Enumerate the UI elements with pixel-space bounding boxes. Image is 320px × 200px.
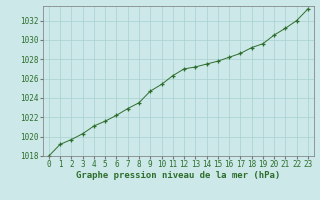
X-axis label: Graphe pression niveau de la mer (hPa): Graphe pression niveau de la mer (hPa): [76, 171, 281, 180]
